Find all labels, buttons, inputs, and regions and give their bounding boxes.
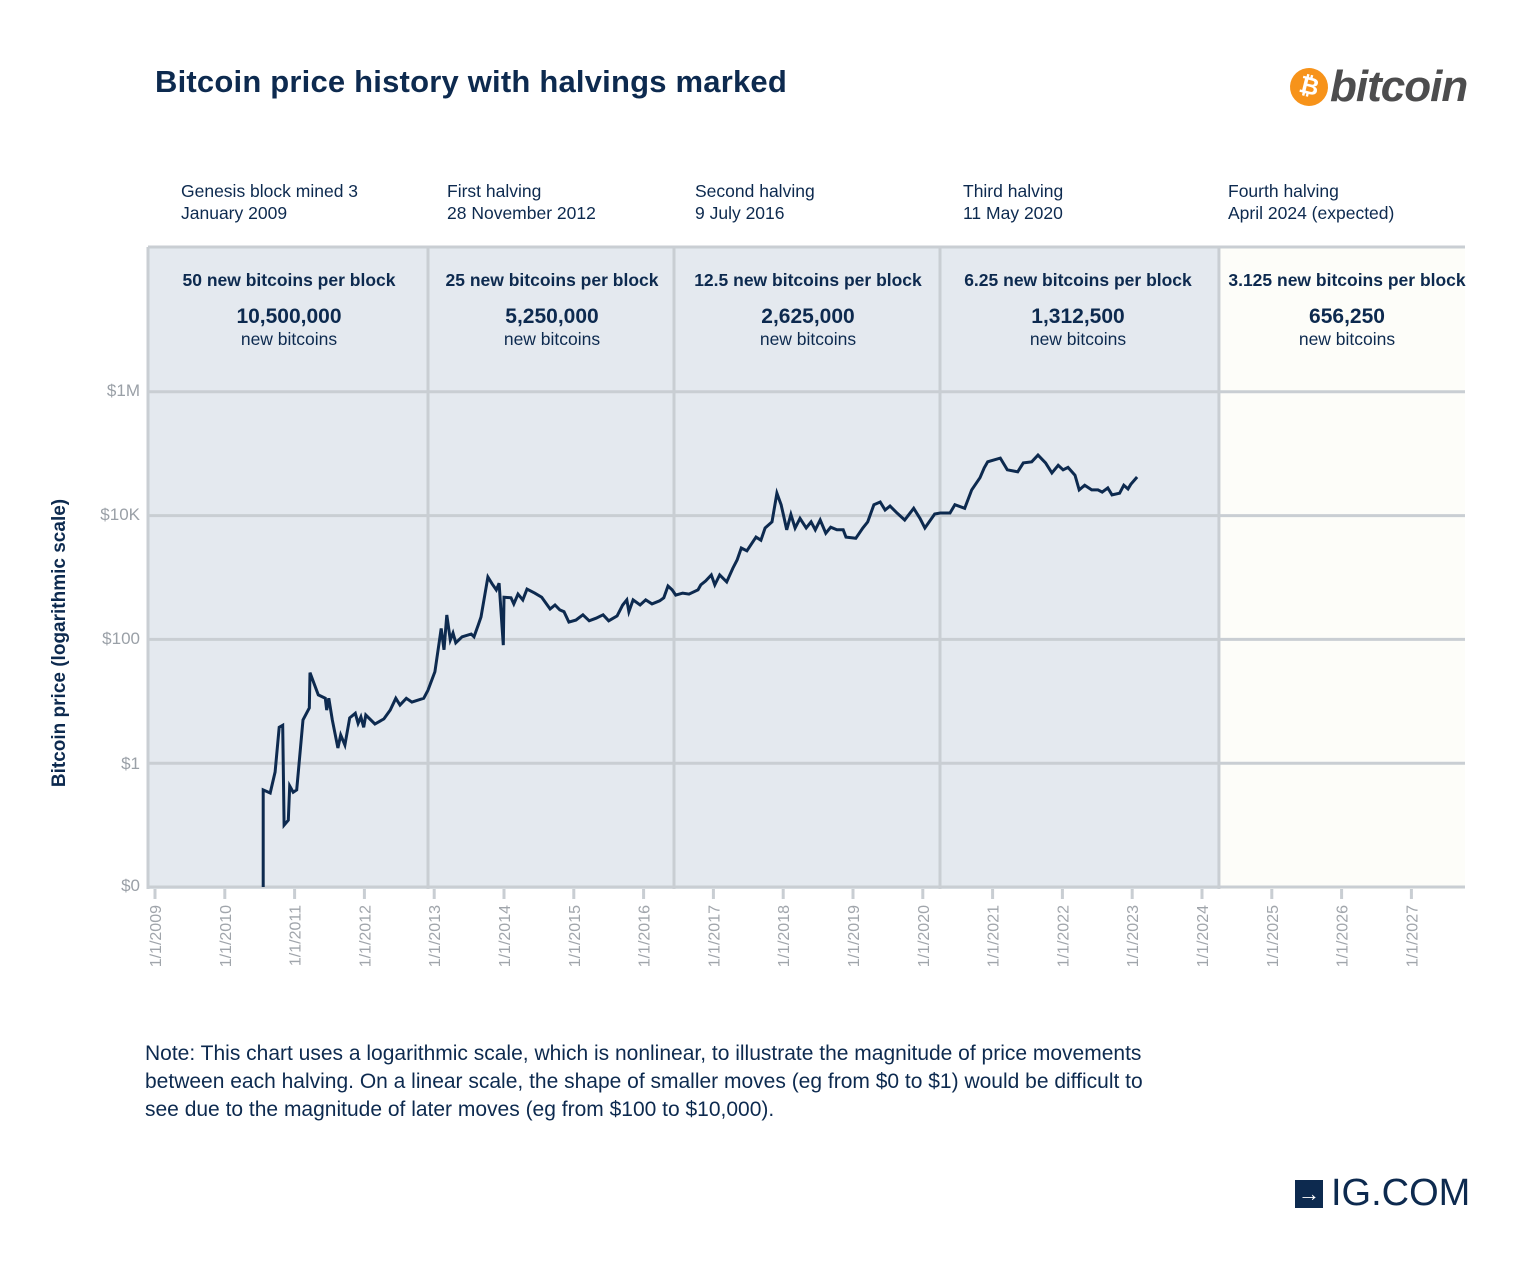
halving-label-second: Second halving 9 July 2016 xyxy=(695,180,815,224)
x-tick-label: 1/1/2021 xyxy=(986,905,1003,967)
ig-logo: → IG.COM xyxy=(1295,1172,1470,1215)
halving-label-line2: April 2024 (expected) xyxy=(1228,203,1395,223)
new-coins-label: new bitcoins xyxy=(1298,329,1396,349)
x-tick-label: 1/1/2012 xyxy=(357,905,374,967)
era-cell-genesis: 50 new bitcoins per block 10,500,000 new b… xyxy=(150,270,428,350)
new-coins-count: 1,312,500 xyxy=(1031,305,1125,328)
block-reward: 12.5 new bitcoins per block xyxy=(694,270,922,290)
block-reward: 6.25 new bitcoins per block xyxy=(964,270,1192,290)
halving-label-line2: 11 May 2020 xyxy=(963,203,1063,223)
era-cell-second: 12.5 new bitcoins per block 2,625,000 new … xyxy=(676,270,940,350)
new-coins-count: 5,250,000 xyxy=(505,305,599,328)
y-tick-label: $1M xyxy=(106,381,140,400)
new-coins-count: 656,250 xyxy=(1309,305,1385,328)
new-coins-label: new bitcoins xyxy=(503,329,601,349)
new-coins-label: new bitcoins xyxy=(759,329,857,349)
chart-title: Bitcoin price history with halvings mark… xyxy=(155,64,787,99)
x-tick-label: 1/1/2027 xyxy=(1404,905,1421,967)
x-tick-label: 1/1/2019 xyxy=(846,905,863,967)
new-coins-count: 10,500,000 xyxy=(236,305,342,328)
era-cell-third: 6.25 new bitcoins per block 1,312,500 new … xyxy=(942,270,1214,350)
block-reward: 50 new bitcoins per block xyxy=(182,270,396,290)
y-tick-label: $10K xyxy=(100,505,140,524)
era-cell-fourth: 3.125 new bitcoins per block 656,250 new b… xyxy=(1218,270,1476,350)
block-reward: 3.125 new bitcoins per block xyxy=(1228,270,1466,290)
x-tick-label: 1/1/2017 xyxy=(706,905,723,967)
y-tick-label: $100 xyxy=(102,629,140,648)
x-tick-label: 1/1/2010 xyxy=(218,905,235,967)
x-tick-label: 1/1/2018 xyxy=(776,905,793,967)
future-region xyxy=(1218,247,1465,889)
x-tick-label: 1/1/2024 xyxy=(1195,905,1212,967)
halving-label-line1: Fourth halving xyxy=(1228,181,1339,201)
y-tick-label: $1 xyxy=(121,754,140,773)
halving-label-line2: 28 November 2012 xyxy=(447,203,596,223)
halving-label-line1: Genesis block mined 3 xyxy=(181,181,359,201)
block-reward: 25 new bitcoins per block xyxy=(445,270,659,290)
new-coins-label: new bitcoins xyxy=(1029,329,1127,349)
halving-label-line1: First halving xyxy=(447,181,542,201)
new-coins-count: 2,625,000 xyxy=(761,305,855,328)
halving-label-line1: Second halving xyxy=(695,181,815,201)
bitcoin-logo: ₿ bitcoin xyxy=(1285,62,1468,112)
x-tick-label: 1/1/2009 xyxy=(148,905,165,967)
halving-label-fourth: Fourth halving April 2024 (expected) xyxy=(1228,180,1394,224)
price-line xyxy=(261,452,1139,887)
halving-label-genesis: Genesis block mined 3 January 2009 xyxy=(181,180,358,224)
x-tick-label: 1/1/2016 xyxy=(637,905,654,967)
bitcoin-wordmark: bitcoin xyxy=(1330,62,1468,111)
ig-wordmark: IG.COM xyxy=(1331,1172,1471,1214)
x-tick-label: 1/1/2011 xyxy=(288,905,305,966)
arrow-right-icon: → xyxy=(1295,1179,1323,1208)
x-tick-label: 1/1/2026 xyxy=(1335,905,1352,967)
era-cell-first: 25 new bitcoins per block 5,250,000 new bi… xyxy=(430,270,674,350)
x-tick-label: 1/1/2014 xyxy=(497,905,514,967)
x-tick-label: 1/1/2015 xyxy=(567,905,584,967)
x-tick-label: 1/1/2023 xyxy=(1125,905,1142,967)
halving-label-line2: 9 July 2016 xyxy=(695,203,785,223)
x-tick-label: 1/1/2020 xyxy=(916,905,933,967)
halving-label-line2: January 2009 xyxy=(181,203,288,223)
x-tick-label: 1/1/2013 xyxy=(427,905,444,967)
y-axis-title: Bitcoin price (logarithmic scale) xyxy=(49,498,70,788)
chart-note: Note: This chart uses a logarithmic scal… xyxy=(145,1042,1143,1121)
halving-label-line1: Third halving xyxy=(963,181,1064,201)
shaded-past-region xyxy=(148,247,1219,889)
halving-label-first: First halving 28 November 2012 xyxy=(447,180,596,224)
x-tick-label: 1/1/2022 xyxy=(1055,905,1072,967)
halving-label-third: Third halving 11 May 2020 xyxy=(963,180,1063,224)
x-tick-label: 1/1/2025 xyxy=(1265,905,1282,967)
y-tick-label: $0 xyxy=(121,876,140,895)
new-coins-label: new bitcoins xyxy=(240,329,338,349)
